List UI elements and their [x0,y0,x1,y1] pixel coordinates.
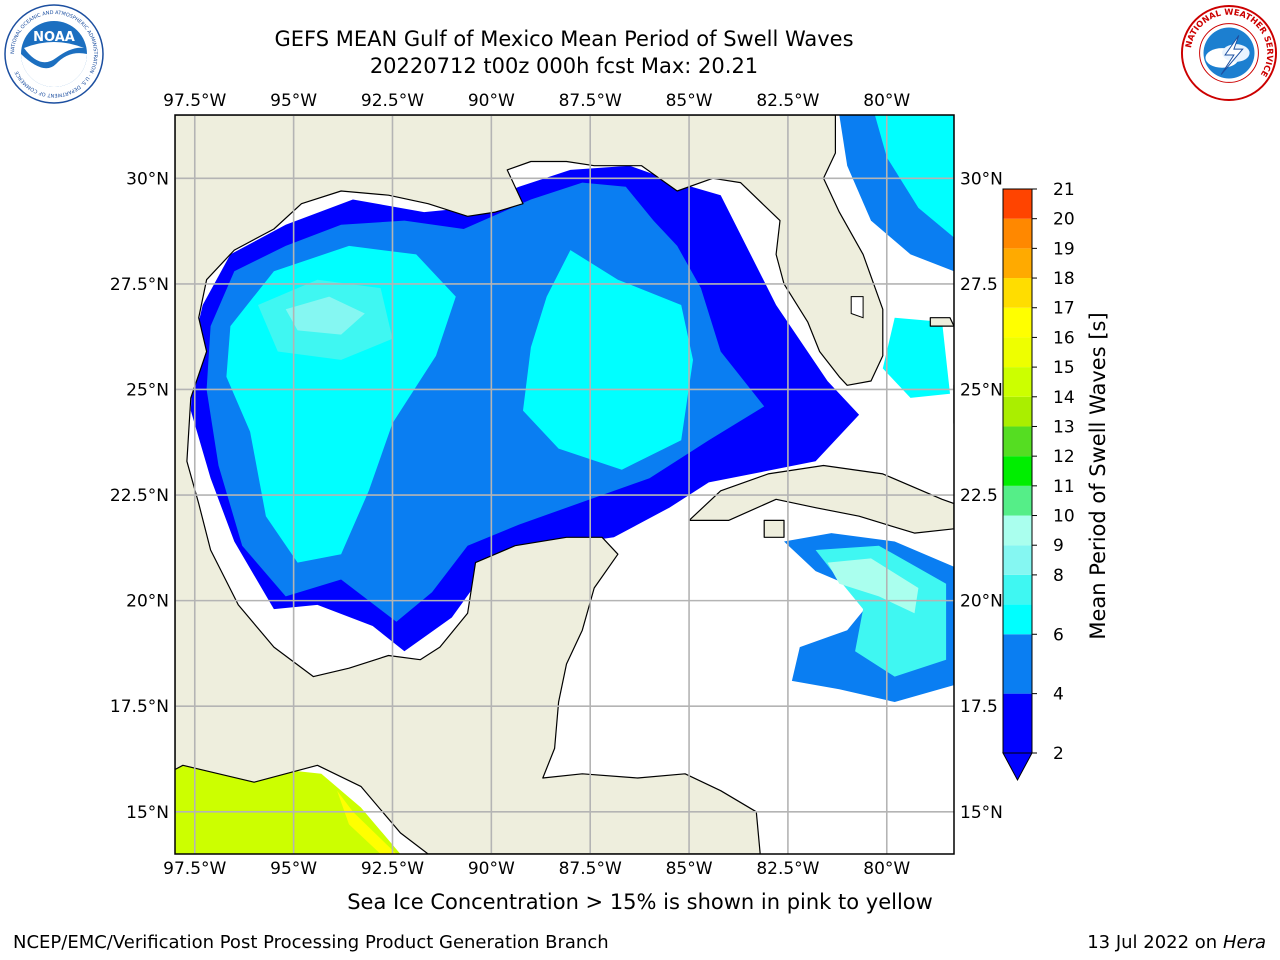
colorbar-segment [1003,396,1032,427]
colorbar-tick-label: 6 [1053,625,1064,645]
tick-label-top: 95°W [270,91,317,111]
colorbar-tick-label: 12 [1053,447,1075,467]
colorbar-tick-label: 18 [1053,269,1075,289]
isla-juventud [763,519,785,538]
colorbar-segment [1003,426,1032,457]
tick-label-right: 30°N [960,169,1003,189]
colorbar-segment [1003,485,1032,516]
contour-sea-ice-band [175,765,401,854]
map-axes: 97.5°W 97.5°W 95°W 95°W 92.5°W 92.5°W 90°W 90°W… [110,91,1003,879]
colorbar-extend-arrow [1002,752,1033,782]
colorbar-tick-label: 20 [1053,210,1075,230]
date-label: 13 Jul 2022 on [1087,932,1223,953]
tick-label-top: 97.5°W [163,91,226,111]
map-frame [174,114,955,855]
colorbar-tick-label: 9 [1053,536,1064,556]
noaa-logo-text: NOAA [33,30,75,45]
tick-label-top: 82.5°W [756,91,819,111]
colorbar-segment [1003,634,1032,694]
colorbar-tick-label: 13 [1053,417,1075,437]
tick-label-bottom: 85°W [666,859,713,879]
tick-label-left: 22.5°N [110,486,169,506]
tick-label-top: 85°W [666,91,713,111]
tick-label-top: 80°W [863,91,910,111]
colorbar-segment [1003,456,1032,486]
cuba-land [688,464,954,534]
contour-gulf-west-patch [285,296,365,335]
colorbar-tick-label: 17 [1053,299,1075,319]
colorbar-frame [1002,188,1033,754]
colorbar-segment [1003,189,1032,219]
tick-label-right: 15°N [960,803,1003,823]
host-name: Hera [1222,932,1266,953]
tick-label-right: 17.5 [960,697,998,717]
colorbar-segment [1003,307,1032,338]
colorbar-tick-label: 14 [1053,388,1075,408]
tick-label-right: 27.5 [960,275,998,295]
noaa-logo-icon: NATIONAL OCEANIC AND ATMOSPHERIC ADMINIS… [4,4,104,104]
tick-label-bottom: 82.5°W [756,859,819,879]
colorbar-tick-label: 21 [1053,180,1075,200]
colorbar-segment [1003,545,1032,575]
tick-label-left: 27.5°N [110,275,169,295]
tick-label-bottom: 92.5°W [361,859,424,879]
tick-label-bottom: 90°W [468,859,515,879]
map-plot-area [175,115,954,854]
tick-label-bottom: 80°W [863,859,910,879]
sea-ice-note: Sea Ice Concentration > 15% is shown in … [347,890,933,914]
tick-label-top: 92.5°W [361,91,424,111]
tick-label-right: 22.5 [960,486,998,506]
tick-label-left: 17.5°N [110,697,169,717]
colorbar-tick-label: 2 [1053,744,1064,764]
colorbar-tick-label: 15 [1053,358,1075,378]
grand-bahama [929,317,954,327]
north-america-land [175,115,884,854]
colorbar-tick-label: 11 [1053,477,1075,497]
colorbar-segment [1003,604,1032,635]
colorbar-tick-label: 4 [1053,685,1064,705]
colorbar-segment [1003,574,1032,605]
tick-label-left: 15°N [126,803,169,823]
colorbar-segment [1003,693,1032,753]
colorbar-segment [1003,367,1032,397]
tick-label-bottom: 97.5°W [163,859,226,879]
tick-label-left: 25°N [126,380,169,400]
tick-label-top: 90°W [468,91,515,111]
contour-atlantic-north-core [874,115,954,238]
colorbar-label: Mean Period of Swell Waves [s] [1086,312,1110,639]
tick-label-right: 20°N [960,592,1003,612]
tick-label-top: 87.5°W [559,91,622,111]
contour-caribbean-green [827,558,919,614]
colorbar-segment [1003,278,1032,308]
colorbar-segment [1003,218,1032,249]
colorbar: 2 4 6 8 9 10 11 12 13 14 15 16 17 18 19 20 21 Mean Period… [1002,180,1110,782]
colorbar-tick-label: 8 [1053,566,1064,586]
credit-text: NCEP/EMC/Verification Post Processing Pr… [13,932,609,953]
contour-gulf-east-core [523,250,693,470]
colorbar-segment [1003,248,1032,279]
tick-label-bottom: 87.5°W [559,859,622,879]
tick-label-left: 30°N [126,169,169,189]
chart-subtitle: 20220712 t00z 000h fcst Max: 20.21 [369,54,759,78]
nws-logo-icon: NATIONAL WEATHER SERVICE [1180,4,1278,102]
tick-label-bottom: 95°W [270,859,317,879]
contour-sea-ice-edge [337,790,397,854]
chart-title: GEFS MEAN Gulf of Mexico Mean Period of … [274,27,854,51]
colorbar-segment [1003,337,1032,368]
lake-okeechobee [850,296,864,319]
tick-label-right: 25°N [960,380,1003,400]
colorbar-tick-label: 10 [1053,507,1075,527]
colorbar-segment [1003,515,1032,546]
tick-label-left: 20°N [126,592,169,612]
date-text: 13 Jul 2022 on Hera [1087,932,1266,953]
contour-bahamas-patch [882,317,950,398]
colorbar-tick-label: 16 [1053,328,1075,348]
colorbar-tick-label: 19 [1053,239,1075,259]
